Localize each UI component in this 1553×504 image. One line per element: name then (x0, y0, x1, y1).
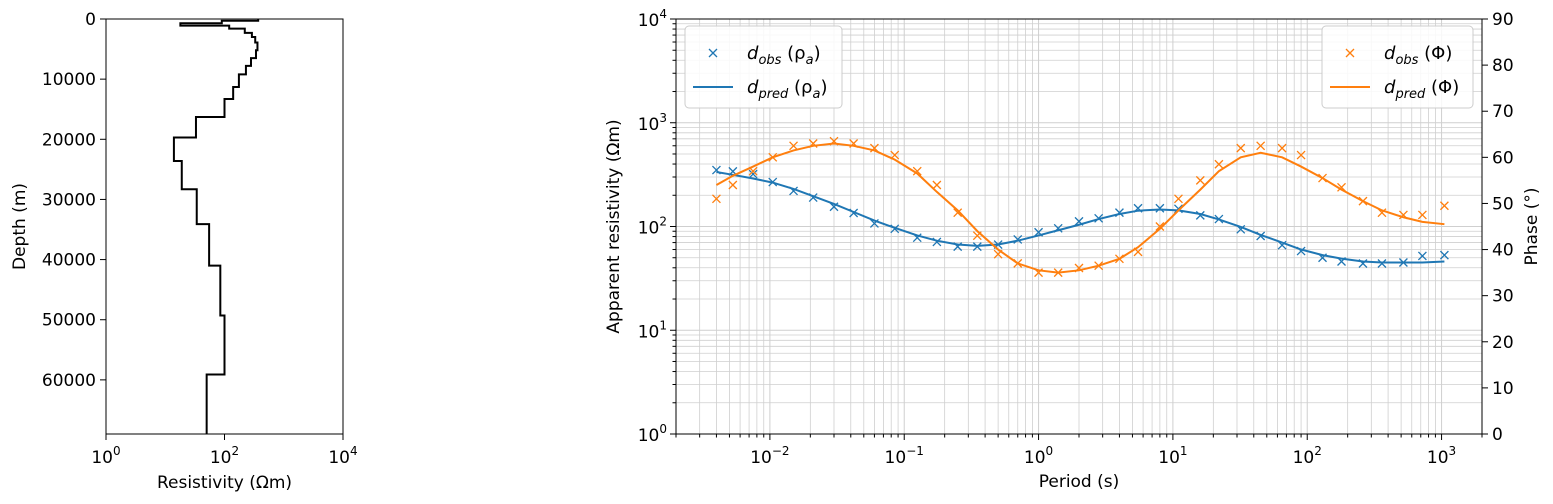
right-chart-y2label: Phase (°) (1522, 188, 1542, 266)
series-point (1174, 194, 1183, 204)
series-point (1214, 159, 1224, 169)
right-y2-tick-label: 40 (1492, 241, 1514, 261)
right-x-tick-label: 10−2 (750, 444, 789, 468)
left-y-tick-label: 0 (85, 10, 96, 30)
legend-resistivity: dobs (ρa) dpred (ρa) (684, 25, 843, 109)
series-line (715, 142, 1445, 274)
left-chart-model (172, 19, 260, 434)
series-point (953, 208, 963, 218)
right-y2-tick-label: 60 (1492, 148, 1514, 168)
right-x-tick-label: 103 (1427, 444, 1456, 468)
left-y-tick-label: 20000 (42, 130, 96, 150)
series-point (711, 194, 721, 204)
series-point (1155, 222, 1165, 231)
right-y-tick-label: 103 (638, 111, 667, 135)
right-y2-tick-label: 30 (1492, 287, 1514, 307)
right-x-tick-label: 101 (1158, 444, 1187, 468)
legend-label: dobs (ρa) (747, 43, 821, 68)
series-point (932, 180, 942, 190)
series-point (789, 141, 799, 151)
series-point (1296, 150, 1306, 160)
right-chart-xlabel: Period (s) (1039, 472, 1120, 492)
right-chart-ylabel: Apparent resistivity (Ωm) (604, 119, 624, 333)
series-point (728, 180, 738, 190)
series-point (1439, 201, 1449, 211)
right-chart-legends: dobs (ρa) dpred (ρa) dobs (Φ) dpred (Φ) (684, 25, 1474, 109)
series-point (912, 166, 922, 176)
left-y-tick-label: 40000 (42, 251, 96, 271)
right-y-tick-label: 104 (638, 7, 667, 31)
mt-sounding-chart: 10−2 10−1 100 101 102 103 100 101 102 103 104 0 10 20… (604, 7, 1542, 492)
left-y-tick-label: 60000 (42, 371, 96, 391)
series-point (1236, 143, 1246, 153)
left-x-tick-label: 104 (328, 444, 357, 468)
left-y-tick-label: 10000 (42, 70, 96, 90)
series-line (716, 171, 1445, 264)
legend-label: dpred (Φ) (1384, 77, 1459, 102)
series-point (1256, 141, 1266, 151)
resistivity-model-line (172, 19, 260, 434)
right-y2-tick-label: 80 (1492, 56, 1514, 76)
series-point (1417, 251, 1427, 261)
right-y2-tick-label: 50 (1492, 194, 1514, 214)
series-point (748, 169, 758, 179)
series-point (1377, 259, 1387, 268)
right-y2-tick-label: 90 (1492, 10, 1514, 30)
legend-marker (708, 48, 718, 58)
series-point (1439, 250, 1449, 260)
left-y-tick-label: 50000 (42, 311, 96, 331)
right-y-tick-label: 102 (638, 215, 667, 239)
resistivity-model-chart: 100 102 104 0 10000 20000 30000 40000 50000 60000… (10, 10, 358, 493)
right-x-tick-label: 10−1 (885, 444, 924, 468)
left-chart-ylabel: Depth (m) (10, 183, 30, 270)
left-y-tick-label: 30000 (42, 190, 96, 210)
series-point (1195, 175, 1205, 185)
right-chart-ticks: 10−2 10−1 100 101 102 103 100 101 102 103 104 0 10 20… (638, 7, 1514, 468)
right-x-tick-label: 100 (1024, 444, 1053, 468)
left-chart-frame (105, 18, 344, 435)
series-point (1277, 143, 1287, 153)
right-chart-series (711, 136, 1449, 278)
legend-marker (1345, 48, 1355, 58)
right-x-tick-label: 102 (1293, 444, 1322, 468)
right-y2-tick-label: 70 (1492, 102, 1514, 122)
legend-label: dobs (Φ) (1384, 43, 1452, 68)
legend-label: dpred (ρa) (747, 77, 827, 102)
series-point (1417, 210, 1427, 220)
right-y2-tick-label: 10 (1492, 379, 1514, 399)
right-y2-tick-label: 20 (1492, 333, 1514, 353)
series-point (1155, 203, 1165, 213)
left-x-tick-label: 102 (210, 444, 239, 468)
left-chart-xlabel: Resistivity (Ωm) (157, 473, 292, 493)
right-y-tick-label: 101 (638, 318, 667, 342)
right-y2-tick-label: 0 (1492, 425, 1503, 445)
left-chart-ticks: 100 102 104 0 10000 20000 30000 40000 50000 60000 (42, 10, 358, 468)
right-y-tick-label: 100 (638, 422, 667, 446)
left-x-tick-label: 100 (91, 444, 120, 468)
legend-phase: dobs (Φ) dpred (Φ) (1321, 25, 1474, 109)
